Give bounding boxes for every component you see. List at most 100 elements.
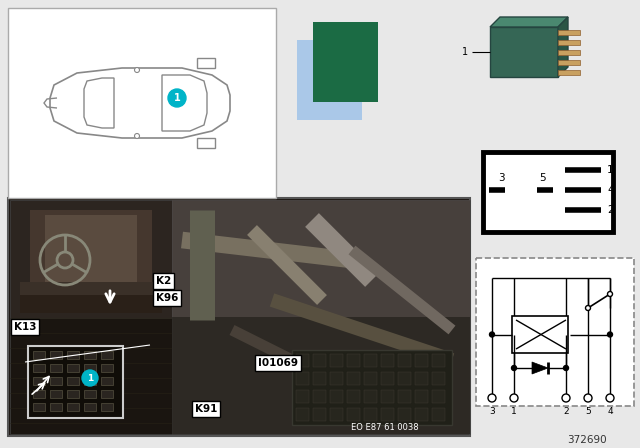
Text: 4: 4 [607,406,613,415]
Bar [364,372,377,385]
Polygon shape [162,75,207,131]
Bar [381,372,394,385]
Circle shape [584,394,592,402]
Bar [381,354,394,367]
Bar [313,22,378,102]
Text: 3: 3 [498,173,504,183]
Circle shape [586,306,591,310]
Text: K13: K13 [14,322,36,332]
Bar [33,377,45,385]
Bar [33,351,45,359]
Bar [67,403,79,411]
Polygon shape [50,68,230,138]
Bar [67,351,79,359]
Bar [296,354,309,367]
Bar [296,372,309,385]
Bar [28,346,123,418]
Bar [172,200,470,434]
Bar [398,372,411,385]
Text: 372690: 372690 [567,435,607,445]
Bar [101,351,113,359]
Text: 4: 4 [607,185,614,195]
Bar [558,40,580,45]
Bar [347,354,360,367]
Bar [313,372,326,385]
Bar [558,60,580,65]
Text: I01069: I01069 [258,358,298,368]
Bar [313,408,326,421]
Bar [313,354,326,367]
Text: 2: 2 [607,205,614,215]
Circle shape [562,394,570,402]
Bar [347,408,360,421]
Circle shape [488,394,496,402]
Text: EO E87 61 0038: EO E87 61 0038 [351,422,419,431]
Bar [364,408,377,421]
Bar [490,27,558,77]
Bar [45,215,137,303]
Bar [8,198,470,436]
Bar [296,390,309,403]
Circle shape [607,292,612,297]
Bar [33,364,45,372]
Bar [330,390,343,403]
Bar [8,8,276,198]
Circle shape [134,68,140,73]
Text: K91: K91 [195,404,218,414]
Circle shape [510,394,518,402]
Bar [172,317,470,434]
Circle shape [134,134,140,138]
Circle shape [490,332,495,337]
Bar [330,408,343,421]
Bar [50,351,62,359]
Bar [381,390,394,403]
Bar [432,372,445,385]
Bar [33,390,45,398]
Bar [364,390,377,403]
Text: 1: 1 [173,93,180,103]
Bar [483,152,613,232]
Polygon shape [532,362,548,374]
Bar [20,282,162,297]
Bar [297,40,362,120]
Bar [432,408,445,421]
Bar [84,403,96,411]
Bar [197,138,215,148]
Bar [20,295,162,313]
Bar [330,354,343,367]
Bar [347,390,360,403]
Bar [313,390,326,403]
Text: 5: 5 [540,173,547,183]
Bar [296,408,309,421]
Polygon shape [490,17,568,27]
Bar [558,70,580,75]
Text: 5: 5 [585,406,591,415]
Polygon shape [84,78,114,128]
Bar [30,210,152,308]
Circle shape [511,366,516,370]
Bar [558,30,580,35]
Bar [415,390,428,403]
Circle shape [607,332,612,337]
Bar [558,50,580,55]
Bar [172,200,470,317]
Bar [50,390,62,398]
Text: 1: 1 [462,47,468,57]
Text: K96: K96 [156,293,179,303]
Bar [432,390,445,403]
Bar [84,351,96,359]
Bar [512,316,568,353]
Bar [415,354,428,367]
Bar [101,377,113,385]
Text: 1: 1 [607,165,614,175]
Bar [84,377,96,385]
Circle shape [82,370,98,386]
Bar [67,377,79,385]
Bar [50,403,62,411]
Bar [364,354,377,367]
Bar [101,390,113,398]
Bar [330,372,343,385]
Bar [67,390,79,398]
Text: 2: 2 [563,406,569,415]
Bar [197,58,215,68]
